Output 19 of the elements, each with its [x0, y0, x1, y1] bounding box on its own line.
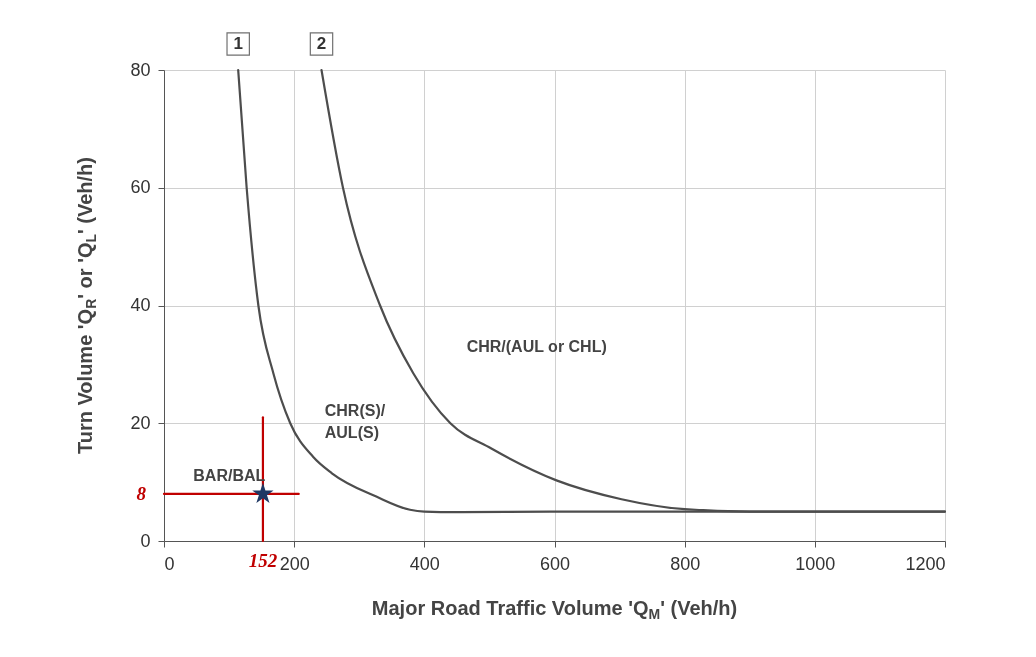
- annotation: 152: [248, 550, 278, 571]
- y-tick-label: 20: [130, 412, 151, 433]
- y-tick-label: 0: [140, 530, 151, 551]
- x-tick-label: 200: [279, 553, 310, 574]
- x-tick-label: 600: [539, 553, 571, 574]
- y-tick-label: 60: [130, 177, 151, 198]
- annotation: CHR(S)/ AUL(S): [324, 402, 386, 442]
- x-tick-label: 1200: [905, 553, 946, 574]
- annotation: 1: [233, 34, 243, 53]
- x-tick-label: 400: [409, 553, 440, 574]
- annotation: CHR/(AUL or CHL): [466, 337, 607, 355]
- y-axis-title: Turn Volume 'QR' or 'QL' (Veh/h): [74, 157, 99, 454]
- annotation: 8: [136, 482, 147, 504]
- annotation: 2: [316, 34, 327, 53]
- x-tick-label: 800: [670, 553, 701, 574]
- y-tick-label: 80: [130, 59, 151, 80]
- x-tick-label: 1000: [795, 553, 836, 574]
- y-tick-label: 40: [130, 295, 151, 315]
- x-tick-label: 0: [164, 553, 175, 574]
